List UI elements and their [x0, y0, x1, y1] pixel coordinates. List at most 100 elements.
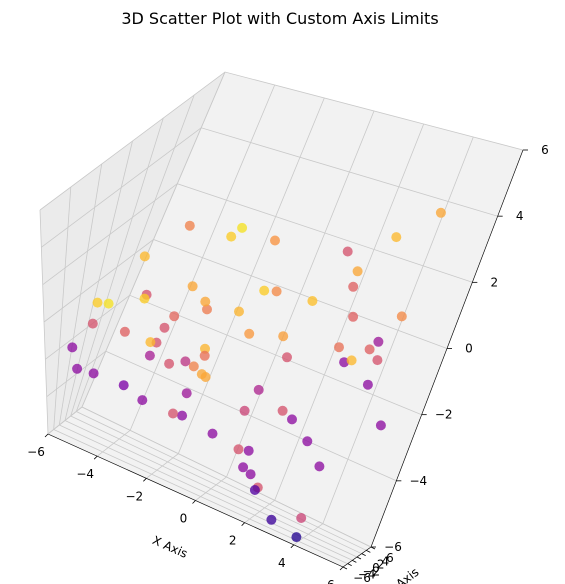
y-tick-label: 0: [372, 561, 380, 575]
data-point: [244, 328, 255, 339]
data-point: [168, 408, 178, 419]
data-point: [348, 311, 359, 322]
data-point: [137, 395, 148, 406]
z-tick-label: 0: [465, 342, 473, 356]
data-point: [346, 355, 357, 366]
x-tick-mark: [192, 500, 196, 504]
data-point: [207, 428, 218, 439]
data-point: [226, 231, 237, 242]
data-point: [277, 405, 288, 416]
y-tick-label: −2: [362, 564, 380, 578]
x-tick-mark: [143, 478, 147, 482]
y-tick-mark: [342, 566, 348, 570]
data-point: [375, 420, 386, 431]
pane-z: [48, 407, 371, 567]
data-point: [181, 388, 192, 399]
grid-line-z: [45, 294, 422, 416]
data-point: [271, 286, 282, 297]
data-point: [144, 350, 155, 361]
data-point: [139, 251, 150, 262]
data-point: [233, 444, 244, 455]
data-point: [296, 513, 307, 523]
x-tick-mark: [44, 433, 49, 438]
data-point: [200, 296, 211, 307]
data-point: [339, 357, 350, 368]
data-point: [67, 342, 78, 353]
x-tick-mark: [339, 566, 344, 571]
data-point: [92, 297, 103, 308]
x-tick-label: −4: [76, 467, 94, 481]
grid-line-z: [39, 71, 524, 211]
grid-line-z: [42, 183, 473, 286]
data-point: [164, 358, 175, 369]
data-point: [364, 344, 375, 355]
x-tick-mark: [241, 522, 245, 526]
z-tick-label: 6: [541, 143, 549, 157]
z-tick-label: 4: [516, 209, 524, 223]
data-point: [243, 445, 254, 456]
z-tick-label: −2: [435, 408, 453, 422]
axis-panes: [40, 72, 523, 567]
grid-line-z: [41, 127, 498, 248]
data-point: [199, 350, 210, 361]
y-tick-mark: [361, 553, 366, 557]
data-point: [352, 266, 363, 277]
data-point: [119, 326, 130, 337]
x-tick-label: 2: [229, 534, 237, 548]
x-tick-label: 6: [327, 578, 335, 584]
y-axis-label: Y Axis: [384, 565, 422, 584]
data-point: [314, 461, 325, 472]
data-point: [245, 469, 256, 480]
data-point: [180, 356, 191, 367]
data-point: [287, 414, 297, 425]
data-point: [145, 337, 156, 348]
data-point: [103, 298, 114, 309]
data-point: [307, 296, 318, 306]
data-point: [202, 304, 212, 315]
data-point: [391, 232, 402, 243]
data-point: [435, 207, 446, 218]
data-point: [342, 246, 353, 257]
y-tick-mark: [352, 559, 357, 563]
data-point: [87, 318, 98, 329]
x-axis-label: X Axis: [150, 533, 189, 561]
data-point: [334, 342, 344, 353]
tick-marks: [44, 149, 528, 571]
y-tick-label: 4: [382, 554, 390, 568]
data-point: [348, 281, 359, 292]
z-tick-label: −6: [384, 540, 402, 554]
z-tick-label: 2: [491, 275, 499, 289]
y-tick-label: 6: [386, 551, 394, 565]
data-point: [196, 369, 207, 380]
data-point: [118, 380, 129, 391]
data-point: [237, 222, 248, 233]
z-tick-label: −4: [409, 474, 427, 488]
data-point: [200, 343, 210, 354]
data-point: [362, 379, 373, 390]
data-point: [187, 281, 198, 292]
y-tick-mark: [347, 563, 352, 567]
data-points: [67, 207, 446, 543]
y-tick-mark: [366, 549, 371, 553]
x-tick-label: −6: [27, 445, 45, 459]
data-point: [266, 514, 277, 525]
data-point: [177, 410, 188, 421]
data-point: [184, 220, 195, 231]
data-point: [372, 355, 383, 366]
data-point: [282, 352, 292, 363]
grid-line-z: [47, 406, 372, 548]
data-point: [259, 285, 270, 296]
data-point: [188, 361, 199, 372]
y-tick-label: −6: [353, 571, 371, 584]
data-point: [72, 363, 83, 374]
data-point: [396, 311, 407, 322]
y-tick-label: −4: [358, 568, 376, 582]
data-point: [234, 306, 244, 317]
data-point: [373, 336, 384, 347]
data-point: [270, 235, 280, 246]
x-tick-mark: [93, 455, 98, 460]
data-point: [238, 462, 249, 473]
data-point: [239, 405, 250, 416]
